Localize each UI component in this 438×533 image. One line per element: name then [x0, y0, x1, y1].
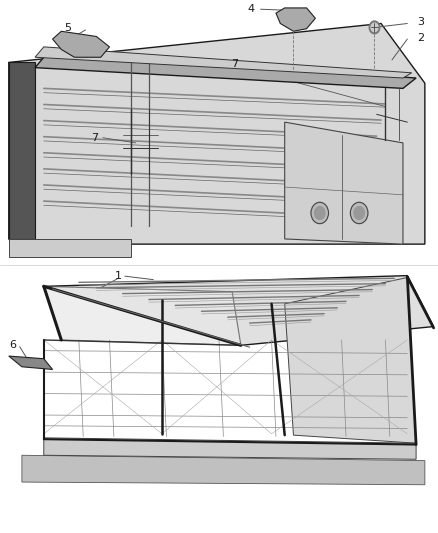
Polygon shape — [35, 47, 412, 78]
Text: 7: 7 — [91, 133, 98, 143]
Circle shape — [369, 21, 380, 34]
Polygon shape — [35, 52, 416, 88]
Circle shape — [371, 23, 378, 31]
Polygon shape — [9, 356, 53, 369]
Circle shape — [314, 207, 325, 220]
Text: 3: 3 — [417, 17, 424, 27]
Circle shape — [350, 203, 368, 224]
Polygon shape — [44, 276, 434, 345]
Circle shape — [354, 207, 364, 220]
Polygon shape — [22, 455, 425, 484]
Polygon shape — [44, 438, 416, 459]
Text: 2: 2 — [417, 33, 424, 43]
Polygon shape — [9, 62, 35, 239]
Text: 4: 4 — [247, 4, 254, 14]
Text: 1: 1 — [115, 271, 122, 281]
Polygon shape — [9, 239, 131, 257]
Polygon shape — [285, 122, 403, 244]
Text: 6: 6 — [10, 341, 17, 350]
Text: 7: 7 — [231, 59, 238, 69]
Text: 5: 5 — [64, 23, 71, 33]
Polygon shape — [276, 8, 315, 31]
Polygon shape — [44, 286, 241, 345]
Polygon shape — [9, 23, 425, 244]
Polygon shape — [53, 31, 110, 57]
Circle shape — [311, 203, 328, 224]
Polygon shape — [285, 278, 416, 443]
